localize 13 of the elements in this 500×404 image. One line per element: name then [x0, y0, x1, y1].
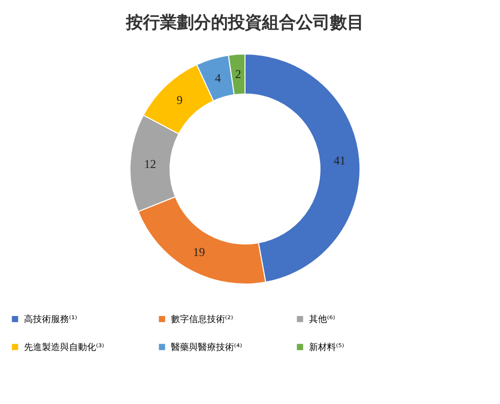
data-label: 12: [144, 156, 156, 171]
data-label: 9: [176, 93, 183, 108]
legend-label: 先進製造與自動化⁽³⁾: [24, 342, 104, 353]
legend-label: 高技術服務⁽¹⁾: [24, 314, 78, 326]
legend-label: 醫藥與醫療技術⁽⁴⁾: [171, 342, 242, 353]
legend-label: 新材料⁽⁵⁾: [309, 342, 344, 353]
legend-label: 數字信息技術⁽²⁾: [171, 314, 234, 326]
legend-label: 其他⁽⁶⁾: [309, 314, 336, 326]
chart-title: 按行業劃分的投資組合公司數目: [125, 13, 364, 33]
data-label: 4: [214, 70, 221, 85]
data-label: 2: [235, 67, 242, 82]
data-label: 41: [334, 153, 346, 168]
data-label: 19: [192, 245, 205, 260]
